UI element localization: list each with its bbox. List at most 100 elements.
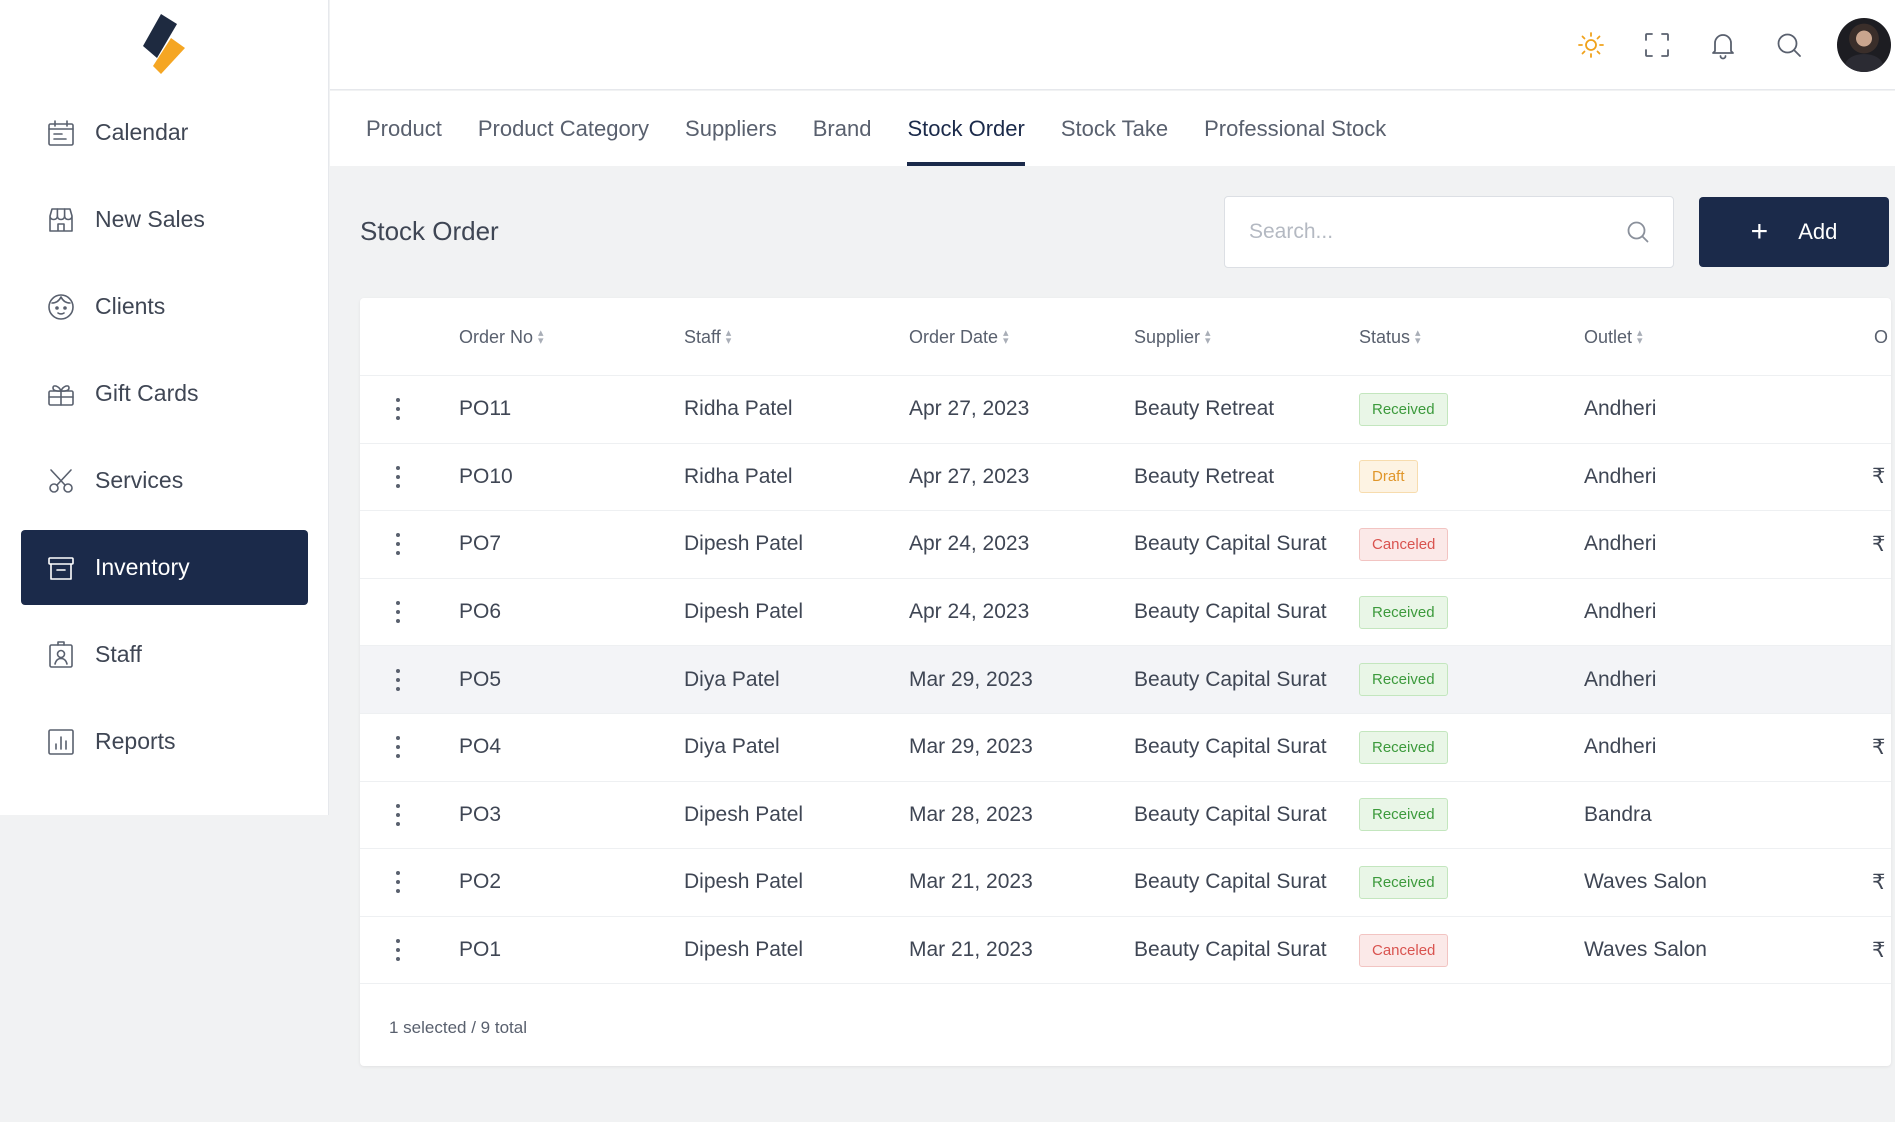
- cell-outlet: Andheri: [1584, 397, 1657, 421]
- cell-truncated: ₹: [1872, 532, 1886, 556]
- sidebar-item-inventory[interactable]: Inventory: [21, 530, 308, 605]
- column-header-truncated[interactable]: O: [1874, 298, 1888, 376]
- table-row[interactable]: PO7 Dipesh Patel Apr 24, 2023 Beauty Cap…: [360, 511, 1891, 579]
- sidebar-item-reports[interactable]: Reports: [21, 704, 308, 779]
- tab-product[interactable]: Product: [366, 115, 442, 141]
- avatar[interactable]: [1837, 18, 1891, 72]
- table-row[interactable]: PO4 Diya Patel Mar 29, 2023 Beauty Capit…: [360, 714, 1891, 782]
- sidebar-item-gift-cards[interactable]: Gift Cards: [21, 356, 308, 431]
- sidebar-item-services[interactable]: Services: [21, 443, 308, 518]
- shop-icon: [45, 204, 77, 236]
- table-row[interactable]: PO11 Ridha Patel Apr 27, 2023 Beauty Ret…: [360, 376, 1891, 444]
- tab-suppliers[interactable]: Suppliers: [685, 115, 777, 141]
- table-row[interactable]: PO10 Ridha Patel Apr 27, 2023 Beauty Ret…: [360, 444, 1891, 512]
- cell-supplier: Beauty Capital Surat: [1134, 532, 1327, 556]
- status-badge: Received: [1359, 392, 1448, 426]
- search-icon[interactable]: [1625, 219, 1651, 245]
- cell-supplier: Beauty Capital Surat: [1134, 735, 1327, 759]
- sidebar-item-label: Staff: [95, 641, 142, 667]
- archive-icon: [45, 552, 77, 584]
- row-actions-icon[interactable]: [388, 376, 408, 443]
- sort-icon: ▴ ▾: [1205, 326, 1211, 347]
- cell-outlet: Bandra: [1584, 802, 1652, 826]
- add-button[interactable]: + Add: [1699, 197, 1889, 267]
- cell-order-no: PO2: [459, 870, 502, 894]
- cell-staff: Ridha Patel: [684, 397, 793, 421]
- cell-order-no: PO11: [459, 397, 512, 421]
- search-icon[interactable]: [1771, 27, 1807, 63]
- column-label: Outlet: [1584, 326, 1633, 347]
- search-input[interactable]: [1249, 220, 1625, 244]
- table-row[interactable]: PO1 Dipesh Patel Mar 21, 2023 Beauty Cap…: [360, 917, 1891, 985]
- cell-supplier: Beauty Capital Surat: [1134, 600, 1327, 624]
- cell-order-date: Apr 27, 2023: [909, 397, 1030, 421]
- row-actions-icon[interactable]: [388, 511, 408, 578]
- row-actions-icon[interactable]: [388, 714, 408, 781]
- table-row[interactable]: PO5 Diya Patel Mar 29, 2023 Beauty Capit…: [360, 646, 1891, 714]
- scissors-icon: [45, 465, 77, 497]
- cell-status: Received: [1359, 376, 1448, 443]
- sidebar-item-label: Inventory: [95, 554, 190, 580]
- row-actions-icon[interactable]: [388, 782, 408, 849]
- tab-product-category[interactable]: Product Category: [477, 115, 650, 141]
- row-actions-icon[interactable]: [388, 849, 408, 916]
- cell-outlet: Andheri: [1584, 735, 1657, 759]
- cell-staff: Dipesh Patel: [684, 802, 804, 826]
- sidebar-item-clients[interactable]: Clients: [21, 269, 308, 344]
- cell-staff: Dipesh Patel: [684, 870, 804, 894]
- sort-icon: ▴ ▾: [725, 326, 732, 347]
- column-header-outlet[interactable]: Outlet ▴ ▾: [1584, 298, 1643, 376]
- column-label: Staff: [684, 326, 721, 347]
- calendar-icon: [45, 117, 77, 149]
- cell-supplier: Beauty Capital Surat: [1134, 802, 1327, 826]
- cell-order-date: Apr 24, 2023: [909, 532, 1030, 556]
- cell-order-no: PO4: [459, 735, 502, 759]
- table-row[interactable]: PO3 Dipesh Patel Mar 28, 2023 Beauty Cap…: [360, 782, 1891, 850]
- cell-supplier: Beauty Capital Surat: [1134, 938, 1327, 962]
- table-row[interactable]: PO6 Dipesh Patel Apr 24, 2023 Beauty Cap…: [360, 579, 1891, 647]
- column-header-status[interactable]: Status ▴ ▾: [1359, 298, 1421, 376]
- row-actions-icon[interactable]: [388, 579, 408, 646]
- tab-professional-stock[interactable]: Professional Stock: [1204, 115, 1387, 141]
- bell-icon[interactable]: [1705, 27, 1741, 63]
- sidebar-item-label: Calendar: [95, 119, 189, 145]
- app-logo[interactable]: [139, 12, 189, 78]
- tab-stock-order[interactable]: Stock Order: [907, 91, 1026, 166]
- tab-brand[interactable]: Brand: [812, 115, 872, 141]
- fullscreen-icon[interactable]: [1639, 27, 1675, 63]
- sort-icon: ▴ ▾: [538, 326, 544, 347]
- status-badge: Canceled: [1359, 527, 1449, 561]
- sidebar-item-label: Gift Cards: [95, 380, 199, 406]
- clients-icon: [45, 291, 77, 323]
- column-header-order-date[interactable]: Order Date ▴ ▾: [909, 298, 1009, 376]
- cell-order-date: Mar 29, 2023: [909, 667, 1033, 691]
- cell-staff: Ridha Patel: [684, 464, 793, 488]
- cell-outlet: Andheri: [1584, 600, 1657, 624]
- sun-icon[interactable]: [1573, 27, 1609, 63]
- search-box: [1224, 196, 1674, 268]
- column-label: O: [1874, 326, 1889, 347]
- cell-staff: Dipesh Patel: [684, 600, 804, 624]
- column-header-order-no[interactable]: Order No ▴ ▾: [459, 298, 544, 376]
- status-badge: Draft: [1359, 460, 1418, 494]
- cell-truncated: ₹: [1872, 870, 1886, 894]
- column-header-staff[interactable]: Staff ▴ ▾: [684, 298, 731, 376]
- row-actions-icon[interactable]: [388, 917, 408, 984]
- sidebar-item-new-sales[interactable]: New Sales: [21, 182, 308, 257]
- table-row[interactable]: PO2 Dipesh Patel Mar 21, 2023 Beauty Cap…: [360, 849, 1891, 917]
- row-actions-icon[interactable]: [388, 646, 408, 713]
- cell-order-no: PO10: [459, 464, 513, 488]
- sidebar-item-calendar[interactable]: Calendar: [21, 95, 308, 170]
- sidebar-item-label: Services: [95, 467, 184, 493]
- cell-staff: Dipesh Patel: [684, 938, 804, 962]
- cell-order-no: PO3: [459, 802, 502, 826]
- column-header-supplier[interactable]: Supplier ▴ ▾: [1134, 298, 1211, 376]
- tab-stock-take[interactable]: Stock Take: [1060, 115, 1169, 141]
- plus-icon: +: [1750, 215, 1769, 248]
- row-actions-icon[interactable]: [388, 444, 408, 511]
- gift-icon: [45, 378, 77, 410]
- cell-truncated: ₹: [1872, 735, 1886, 759]
- cell-order-no: PO7: [459, 532, 502, 556]
- selection-summary: 1 selected / 9 total: [389, 1018, 527, 1037]
- sidebar-item-staff[interactable]: Staff: [21, 617, 308, 692]
